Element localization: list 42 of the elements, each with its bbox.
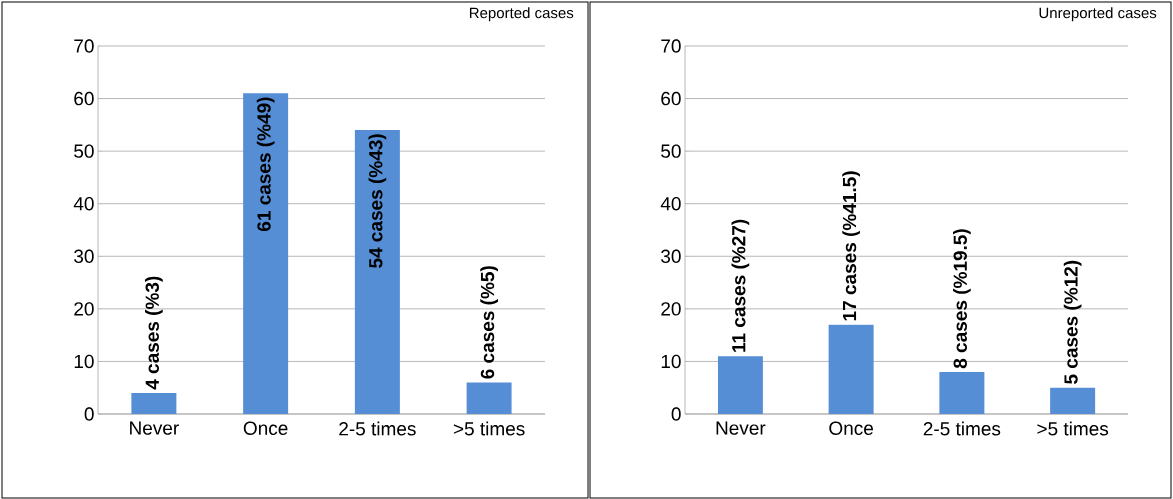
y-tick-label: 40 xyxy=(73,196,94,211)
y-tick-label: 50 xyxy=(74,144,94,158)
x-tick-label: 2-5 times xyxy=(923,421,1001,436)
y-tick-label: 70 xyxy=(661,39,681,53)
bar xyxy=(828,324,874,414)
y-tick-label: 10 xyxy=(74,354,94,369)
chart-title: Unreported cases xyxy=(1039,7,1157,22)
bar xyxy=(466,382,512,414)
x-tick-label: >5 times xyxy=(1037,421,1109,436)
y-tick-label: 60 xyxy=(661,91,681,106)
data-label: 61 cases (%49) xyxy=(256,97,275,232)
x-tick-label: 2-5 times xyxy=(339,421,416,436)
data-label: 4 cases (%3) xyxy=(145,276,163,390)
bar xyxy=(1050,387,1096,414)
y-tick-label: 60 xyxy=(74,91,94,106)
data-label: 11 cases (%27) xyxy=(731,219,750,352)
y-tick-label: 10 xyxy=(661,354,681,369)
bar xyxy=(243,93,289,414)
x-tick-label: Once xyxy=(243,421,288,435)
y-tick-label: 20 xyxy=(74,302,94,316)
x-tick-label: >5 times xyxy=(453,421,525,436)
x-tick-label: Never xyxy=(130,421,179,435)
data-label: 54 cases (%43) xyxy=(368,134,387,268)
y-tick-label: 30 xyxy=(74,249,94,264)
data-label: 5 cases (%12) xyxy=(1063,260,1082,384)
y-tick-label: 70 xyxy=(74,39,94,53)
bar xyxy=(717,356,763,414)
y-tick-label: 40 xyxy=(660,196,681,211)
y-tick-label: 0 xyxy=(84,407,94,421)
x-tick-label: Once xyxy=(829,421,873,435)
y-tick-label: 20 xyxy=(661,302,681,316)
y-tick-label: 50 xyxy=(661,144,681,158)
y-tick-label: 0 xyxy=(671,407,681,421)
data-label: 17 cases (%41.5) xyxy=(842,171,860,321)
bar xyxy=(939,371,985,414)
bar xyxy=(354,130,400,414)
chart-title: Reported cases xyxy=(469,7,574,22)
data-label: 6 cases (%5) xyxy=(480,266,498,379)
y-tick-label: 30 xyxy=(661,249,681,264)
x-tick-label: Never xyxy=(716,421,766,435)
bar xyxy=(131,392,177,414)
data-label: 8 cases (%19.5) xyxy=(953,229,971,369)
